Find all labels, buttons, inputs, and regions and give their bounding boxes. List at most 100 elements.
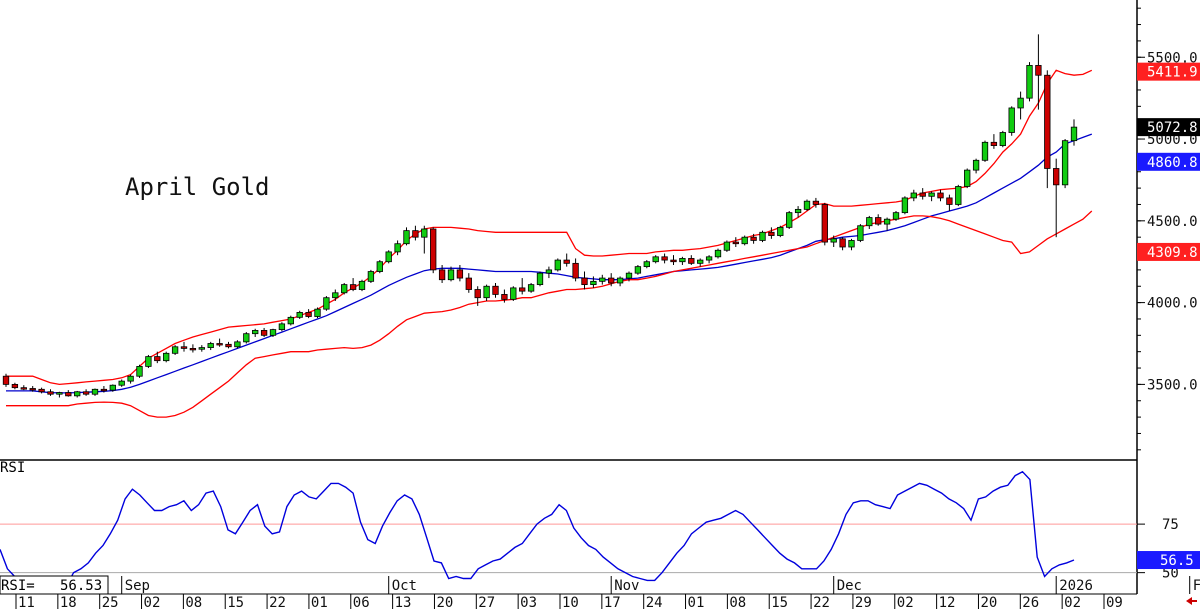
day-label: 01 xyxy=(311,595,328,609)
candle-up xyxy=(314,308,321,317)
price-badge-label: 4309.8 xyxy=(1147,245,1198,261)
candle-down xyxy=(100,388,108,392)
candle-down xyxy=(563,259,570,264)
month-label: Feb xyxy=(1193,578,1200,594)
month-label: Nov xyxy=(614,578,639,594)
candle-up xyxy=(616,277,624,284)
day-label: 27 xyxy=(478,595,495,609)
candle-up xyxy=(394,243,401,253)
scroll-arrow-icon[interactable] xyxy=(1186,597,1197,605)
candle-down xyxy=(688,258,695,264)
candle-down xyxy=(768,231,775,236)
candle-up xyxy=(403,230,410,245)
candle-up xyxy=(830,238,837,243)
candle-up xyxy=(1070,126,1078,142)
day-label: 29 xyxy=(855,595,872,609)
candle-up xyxy=(198,347,205,350)
day-label: 03 xyxy=(520,595,537,609)
candle-down xyxy=(1035,65,1042,76)
price-tick-label: 5500.0 xyxy=(1147,50,1198,66)
candle-up xyxy=(883,218,891,225)
candle-up xyxy=(803,200,811,210)
candle-up xyxy=(323,297,330,310)
price-badge-label: 4860.8 xyxy=(1147,155,1198,171)
candle-up xyxy=(296,312,303,318)
candle-up xyxy=(599,277,606,282)
candle-up xyxy=(376,261,383,272)
candle-up xyxy=(332,292,339,299)
month-label: 2026 xyxy=(1059,578,1093,594)
day-label: 12 xyxy=(939,595,956,609)
day-label: 11 xyxy=(18,595,35,609)
candle-up xyxy=(697,259,704,264)
candle-up xyxy=(358,280,366,290)
price-badge-label: 5411.9 xyxy=(1147,65,1198,81)
candle-up xyxy=(483,285,490,299)
rsi-line xyxy=(0,470,1075,591)
price-badges: 5411.9 5072.8 4860.8 4309.8 xyxy=(1137,62,1200,261)
candle-up xyxy=(1026,65,1033,99)
candle-down xyxy=(501,294,508,300)
day-label: 02 xyxy=(144,595,161,609)
candle-up xyxy=(118,380,125,386)
price-badge xyxy=(1137,118,1200,137)
candle-up xyxy=(234,341,241,348)
lower-band-line xyxy=(6,210,1093,418)
candle-down xyxy=(919,192,926,197)
candle-down xyxy=(990,141,998,146)
candle-up xyxy=(385,251,392,263)
candle-up xyxy=(723,241,731,251)
candle-up xyxy=(127,375,134,382)
candle-up xyxy=(857,225,864,241)
candle-up xyxy=(207,343,214,348)
candle-up xyxy=(901,197,909,214)
day-label: 20 xyxy=(436,595,453,609)
candle-down xyxy=(937,192,944,199)
rsi-value: 56.53 xyxy=(60,578,102,594)
candle-down xyxy=(260,330,268,336)
candle-up xyxy=(545,269,553,274)
candle-up xyxy=(163,352,170,362)
price-badge xyxy=(1137,62,1200,81)
candle-down xyxy=(492,285,499,295)
candle-down xyxy=(189,348,197,351)
candle-up xyxy=(999,132,1006,146)
candle-up xyxy=(74,391,81,397)
candle-down xyxy=(216,343,223,346)
candlesticks xyxy=(2,34,1078,398)
candle-down xyxy=(65,392,72,397)
day-label: 17 xyxy=(604,595,621,609)
candle-up xyxy=(1017,97,1024,109)
candle-up xyxy=(1061,140,1069,186)
candle-up xyxy=(652,256,659,263)
day-label: 08 xyxy=(185,595,202,609)
candle-up xyxy=(634,266,642,274)
candle-down xyxy=(11,383,19,389)
candle-down xyxy=(349,284,357,290)
candle-down xyxy=(82,391,90,395)
candle-up xyxy=(705,256,713,261)
candle-down xyxy=(572,262,579,279)
candle-up xyxy=(145,356,152,367)
day-label: 15 xyxy=(227,595,244,609)
candle-down xyxy=(519,287,526,292)
day-label: 26 xyxy=(1022,595,1039,609)
candle-up xyxy=(367,271,375,282)
candle-up xyxy=(679,258,686,263)
price-badge-label: 5072.8 xyxy=(1147,120,1198,136)
candle-up xyxy=(786,212,793,228)
rsi-badge-label: 56.5 xyxy=(1160,553,1194,569)
rsi-tick-label: 50 xyxy=(1162,566,1179,582)
candle-up xyxy=(794,208,802,214)
candle-up xyxy=(955,186,962,205)
candle-up xyxy=(527,284,535,292)
day-label: 08 xyxy=(729,595,746,609)
candle-down xyxy=(2,375,10,385)
candle-up xyxy=(287,316,294,325)
candle-up xyxy=(590,280,597,286)
candle-up xyxy=(972,159,980,171)
candle-down xyxy=(456,269,464,279)
candle-up xyxy=(421,228,428,238)
